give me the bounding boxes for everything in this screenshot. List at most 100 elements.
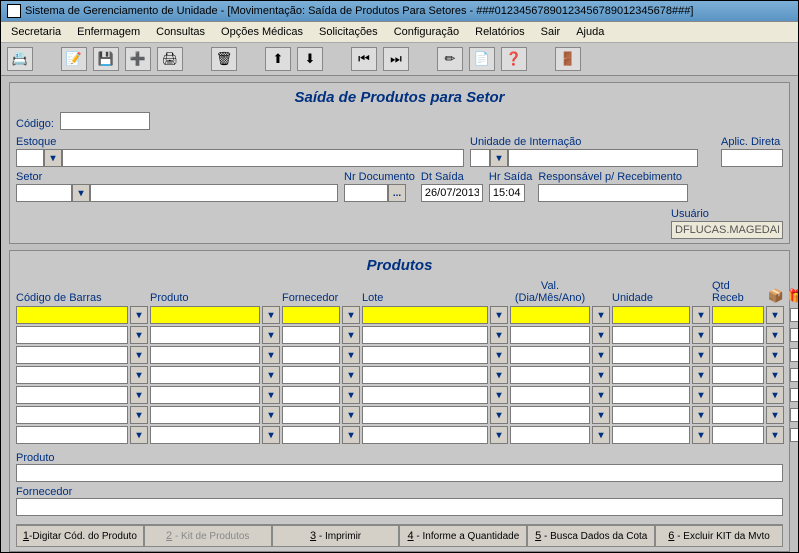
grid-cell-dropdown[interactable]: ▾ (766, 386, 784, 404)
dropdown-unidade[interactable]: ▾ (490, 149, 508, 167)
grid-checkbox[interactable] (790, 408, 798, 422)
grid-cell-dropdown[interactable]: ▾ (490, 386, 508, 404)
grid-cell-dropdown[interactable]: ▾ (130, 366, 148, 384)
grid-cell[interactable] (712, 406, 764, 424)
grid-cell-dropdown[interactable]: ▾ (692, 386, 710, 404)
grid-cell[interactable] (510, 426, 590, 444)
input-aplic[interactable] (721, 149, 783, 167)
grid-cell[interactable] (612, 346, 690, 364)
grid-cell[interactable] (16, 386, 128, 404)
input-unidade-name[interactable] (508, 149, 698, 167)
input-nrdoc[interactable] (344, 184, 388, 202)
grid-cell-dropdown[interactable]: ▾ (766, 346, 784, 364)
grid-cell-dropdown[interactable]: ▾ (342, 306, 360, 324)
grid-cell-dropdown[interactable]: ▾ (692, 346, 710, 364)
grid-cell[interactable] (510, 326, 590, 344)
grid-cell-dropdown[interactable]: ▾ (692, 426, 710, 444)
toolbar-btn-1-1[interactable]: 💾 (93, 47, 119, 71)
menu-sair[interactable]: Sair (535, 24, 567, 40)
grid-cell-dropdown[interactable]: ▾ (592, 366, 610, 384)
menu-opções-médicas[interactable]: Opções Médicas (215, 24, 309, 40)
menu-ajuda[interactable]: Ajuda (570, 24, 610, 40)
grid-cell-dropdown[interactable]: ▾ (342, 326, 360, 344)
grid-cell[interactable] (150, 386, 260, 404)
grid-cell-dropdown[interactable]: ▾ (592, 326, 610, 344)
grid-cell[interactable] (16, 326, 128, 344)
grid-cell-dropdown[interactable]: ▾ (262, 386, 280, 404)
grid-cell[interactable] (282, 426, 340, 444)
grid-cell[interactable] (16, 366, 128, 384)
grid-cell-dropdown[interactable]: ▾ (766, 406, 784, 424)
grid-cell-dropdown[interactable]: ▾ (262, 306, 280, 324)
grid-cell-dropdown[interactable]: ▾ (490, 366, 508, 384)
menu-secretaria[interactable]: Secretaria (5, 24, 67, 40)
grid-cell[interactable] (16, 306, 128, 324)
grid-cell[interactable] (362, 366, 488, 384)
grid-cell[interactable] (150, 426, 260, 444)
grid-checkbox[interactable] (790, 308, 798, 322)
grid-cell-dropdown[interactable]: ▾ (262, 406, 280, 424)
grid-cell-dropdown[interactable]: ▾ (130, 326, 148, 344)
grid-cell-dropdown[interactable]: ▾ (766, 366, 784, 384)
grid-cell-dropdown[interactable]: ▾ (490, 326, 508, 344)
input-codigo[interactable] (60, 112, 150, 130)
grid-cell-dropdown[interactable]: ▾ (592, 386, 610, 404)
grid-cell-dropdown[interactable]: ▾ (130, 306, 148, 324)
grid-cell[interactable] (612, 426, 690, 444)
grid-cell[interactable] (510, 346, 590, 364)
grid-cell-dropdown[interactable]: ▾ (592, 346, 610, 364)
toolbar-btn-0-0[interactable]: 📇 (7, 47, 33, 71)
grid-head-icon-1[interactable]: 🎁 (788, 288, 798, 304)
toolbar-btn-3-0[interactable]: ⬆ (265, 47, 291, 71)
footer-btn-3[interactable]: 4 - Informe a Quantidade (399, 525, 527, 547)
grid-cell-dropdown[interactable]: ▾ (130, 346, 148, 364)
input-unidade-code[interactable] (470, 149, 490, 167)
toolbar-btn-5-1[interactable]: 📄 (469, 47, 495, 71)
grid-cell-dropdown[interactable]: ▾ (490, 406, 508, 424)
grid-checkbox[interactable] (790, 348, 798, 362)
grid-cell[interactable] (282, 406, 340, 424)
grid-cell-dropdown[interactable]: ▾ (490, 426, 508, 444)
grid-cell[interactable] (612, 306, 690, 324)
grid-cell[interactable] (282, 306, 340, 324)
grid-cell[interactable] (16, 346, 128, 364)
grid-cell[interactable] (282, 326, 340, 344)
footer-btn-2[interactable]: 3 - Imprimir (272, 525, 400, 547)
grid-cell-dropdown[interactable]: ▾ (262, 426, 280, 444)
grid-checkbox[interactable] (790, 328, 798, 342)
grid-cell[interactable] (612, 406, 690, 424)
menu-relatórios[interactable]: Relatórios (469, 24, 531, 40)
grid-cell-dropdown[interactable]: ▾ (130, 386, 148, 404)
grid-cell-dropdown[interactable]: ▾ (766, 306, 784, 324)
grid-cell-dropdown[interactable]: ▾ (692, 366, 710, 384)
grid-cell[interactable] (712, 326, 764, 344)
input-estoque-name[interactable] (62, 149, 464, 167)
input-fornecedor-detail[interactable] (16, 498, 783, 516)
grid-cell-dropdown[interactable]: ▾ (262, 346, 280, 364)
footer-btn-5[interactable]: 6 - Excluir KIT da Mvto (655, 525, 783, 547)
grid-cell[interactable] (712, 346, 764, 364)
grid-cell[interactable] (362, 406, 488, 424)
grid-cell-dropdown[interactable]: ▾ (342, 366, 360, 384)
toolbar-btn-2-0[interactable]: 🗑 (211, 47, 237, 71)
menu-configuração[interactable]: Configuração (388, 24, 465, 40)
grid-cell[interactable] (712, 366, 764, 384)
grid-cell[interactable] (612, 386, 690, 404)
input-setor-code[interactable] (16, 184, 72, 202)
grid-cell-dropdown[interactable]: ▾ (342, 346, 360, 364)
menu-solicitações[interactable]: Solicitações (313, 24, 384, 40)
grid-cell[interactable] (510, 306, 590, 324)
toolbar-btn-1-2[interactable]: ➕ (125, 47, 151, 71)
grid-cell[interactable] (150, 306, 260, 324)
grid-cell[interactable] (612, 366, 690, 384)
grid-cell[interactable] (282, 366, 340, 384)
grid-cell[interactable] (362, 346, 488, 364)
grid-cell[interactable] (612, 326, 690, 344)
grid-checkbox[interactable] (790, 368, 798, 382)
grid-cell-dropdown[interactable]: ▾ (262, 366, 280, 384)
input-setor-name[interactable] (90, 184, 338, 202)
input-estoque-code[interactable] (16, 149, 44, 167)
grid-cell-dropdown[interactable]: ▾ (692, 306, 710, 324)
footer-btn-0[interactable]: 1-Digitar Cód. do Produto (16, 525, 144, 547)
button-nrdoc-lookup[interactable]: ... (388, 184, 406, 202)
